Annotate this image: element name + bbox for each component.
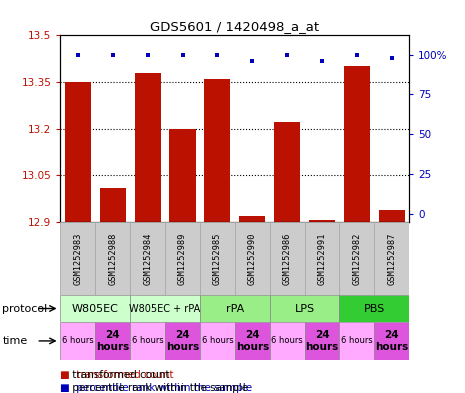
Bar xyxy=(270,222,305,295)
Bar xyxy=(200,222,235,295)
Text: time: time xyxy=(2,336,27,346)
Bar xyxy=(305,322,339,360)
Bar xyxy=(204,79,231,222)
Bar xyxy=(305,222,339,295)
Text: 24
hours: 24 hours xyxy=(236,330,269,352)
Text: GSM1252987: GSM1252987 xyxy=(387,232,396,285)
Text: ■  percentile rank within the sample: ■ percentile rank within the sample xyxy=(60,383,252,393)
Bar xyxy=(95,322,130,360)
Text: 6 hours: 6 hours xyxy=(132,336,164,345)
Text: 6 hours: 6 hours xyxy=(271,336,303,345)
Bar xyxy=(130,222,165,295)
Bar xyxy=(344,66,370,222)
Bar xyxy=(134,73,161,222)
Bar xyxy=(339,295,409,322)
Bar xyxy=(239,216,266,222)
Point xyxy=(214,51,221,58)
Text: 24
hours: 24 hours xyxy=(306,330,339,352)
Text: 24
hours: 24 hours xyxy=(375,330,408,352)
Point xyxy=(109,51,116,58)
Bar xyxy=(270,295,339,322)
Text: 6 hours: 6 hours xyxy=(201,336,233,345)
Title: GDS5601 / 1420498_a_at: GDS5601 / 1420498_a_at xyxy=(150,20,319,33)
Point xyxy=(283,51,291,58)
Bar xyxy=(274,123,300,222)
Text: W805EC + rPA: W805EC + rPA xyxy=(129,303,201,314)
Text: percentile rank within the sample: percentile rank within the sample xyxy=(69,383,248,393)
Text: PBS: PBS xyxy=(364,303,385,314)
Text: GSM1252991: GSM1252991 xyxy=(318,232,326,285)
Bar xyxy=(379,209,405,222)
Text: rPA: rPA xyxy=(226,303,244,314)
Point xyxy=(353,51,361,58)
Text: LPS: LPS xyxy=(294,303,315,314)
Bar xyxy=(60,295,130,322)
Bar xyxy=(165,322,200,360)
Bar xyxy=(309,220,335,222)
Point xyxy=(179,51,186,58)
Text: 24
hours: 24 hours xyxy=(166,330,199,352)
Point xyxy=(74,51,82,58)
Point xyxy=(248,58,256,64)
Text: GSM1252990: GSM1252990 xyxy=(248,232,257,285)
Text: transformed count: transformed count xyxy=(69,369,169,380)
Bar xyxy=(200,322,235,360)
Bar xyxy=(130,295,200,322)
Bar xyxy=(100,188,126,222)
Bar xyxy=(169,129,196,222)
Point xyxy=(388,55,395,61)
Bar xyxy=(95,222,130,295)
Bar xyxy=(339,222,374,295)
Text: GSM1252989: GSM1252989 xyxy=(178,232,187,285)
Text: GSM1252984: GSM1252984 xyxy=(143,232,152,285)
Bar xyxy=(60,322,95,360)
Point xyxy=(144,51,152,58)
Bar xyxy=(339,322,374,360)
Bar xyxy=(374,222,409,295)
Text: W805EC: W805EC xyxy=(72,303,119,314)
Bar xyxy=(374,322,409,360)
Bar xyxy=(65,82,91,222)
Bar xyxy=(270,322,305,360)
Text: 6 hours: 6 hours xyxy=(62,336,94,345)
Text: ■  transformed count: ■ transformed count xyxy=(60,369,174,380)
Text: GSM1252988: GSM1252988 xyxy=(108,232,117,285)
Bar xyxy=(60,222,95,295)
Text: GSM1252986: GSM1252986 xyxy=(283,232,292,285)
Bar xyxy=(200,295,270,322)
Bar xyxy=(130,322,165,360)
Text: 6 hours: 6 hours xyxy=(341,336,373,345)
Point xyxy=(318,58,325,64)
Bar xyxy=(235,322,270,360)
Text: protocol: protocol xyxy=(2,303,47,314)
Text: GSM1252982: GSM1252982 xyxy=(352,232,361,285)
Bar xyxy=(235,222,270,295)
Bar xyxy=(165,222,200,295)
Text: GSM1252983: GSM1252983 xyxy=(73,232,82,285)
Text: 24
hours: 24 hours xyxy=(96,330,129,352)
Text: GSM1252985: GSM1252985 xyxy=(213,232,222,285)
